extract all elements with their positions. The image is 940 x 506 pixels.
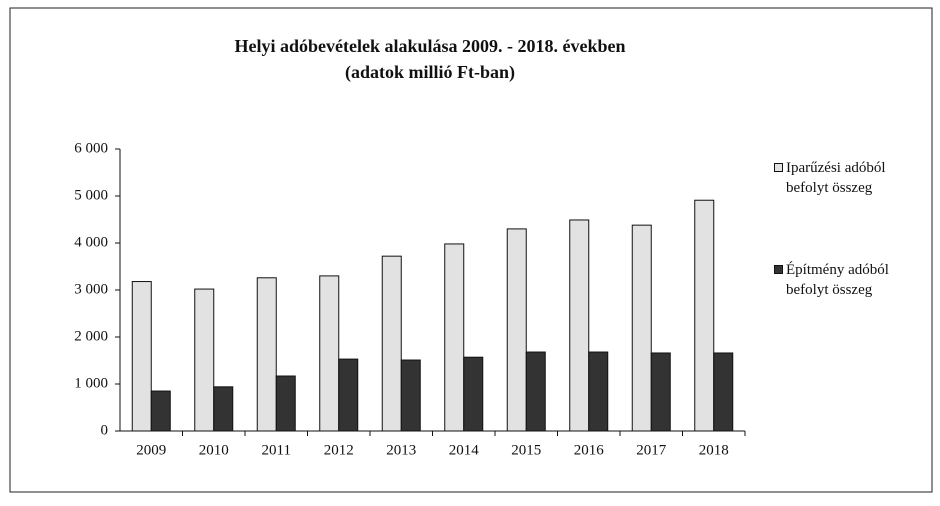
y-tick-label: 2 000 (74, 328, 108, 344)
bar (694, 199, 715, 432)
y-tick-label: 1 000 (74, 375, 108, 391)
y-tick-label: 0 (101, 422, 109, 438)
x-tick-label: 2017 (636, 442, 667, 458)
bar (131, 281, 152, 432)
legend-swatch (774, 265, 783, 274)
legend-swatch (774, 163, 783, 172)
bar (444, 243, 465, 432)
bar (338, 358, 359, 432)
legend-label: Építmény adóból befolyt összeg (786, 262, 889, 298)
legend-item: Építmény adóból befolyt összeg (772, 260, 922, 300)
bar (569, 219, 590, 432)
bar (713, 352, 734, 432)
bar (588, 351, 609, 432)
bar (400, 359, 421, 432)
x-tick-label: 2018 (699, 442, 729, 458)
y-tick-label: 6 000 (74, 140, 108, 156)
chart-title: Helyi adóbevételek alakulása 2009. - 201… (235, 36, 626, 56)
bar (650, 352, 671, 432)
bar (463, 356, 484, 432)
y-tick-label: 3 000 (74, 281, 108, 297)
x-tick-label: 2013 (386, 442, 416, 458)
bar (525, 351, 546, 432)
x-tick-label: 2012 (324, 442, 354, 458)
y-tick-label: 5 000 (74, 187, 108, 203)
bar (194, 288, 215, 432)
chart-subtitle: (adatok millió Ft-ban) (345, 62, 515, 83)
bar (319, 275, 340, 432)
x-tick-label: 2014 (449, 442, 480, 458)
y-tick-label: 4 000 (74, 234, 108, 250)
x-tick-label: 2015 (511, 442, 541, 458)
x-tick-label: 2011 (262, 442, 291, 458)
bar (150, 390, 171, 432)
bar (631, 224, 652, 432)
bar (275, 375, 296, 432)
bar (256, 277, 277, 432)
bar (506, 228, 527, 432)
legend-item: Iparűzési adóból befolyt összeg (772, 158, 922, 198)
frame (9, 7, 933, 493)
legend-label: Iparűzési adóból befolyt összeg (786, 160, 886, 196)
bar (381, 255, 402, 432)
x-tick-label: 2016 (574, 442, 605, 458)
x-tick-label: 2009 (136, 442, 166, 458)
x-tick-label: 2010 (199, 442, 229, 458)
bar (213, 386, 234, 432)
